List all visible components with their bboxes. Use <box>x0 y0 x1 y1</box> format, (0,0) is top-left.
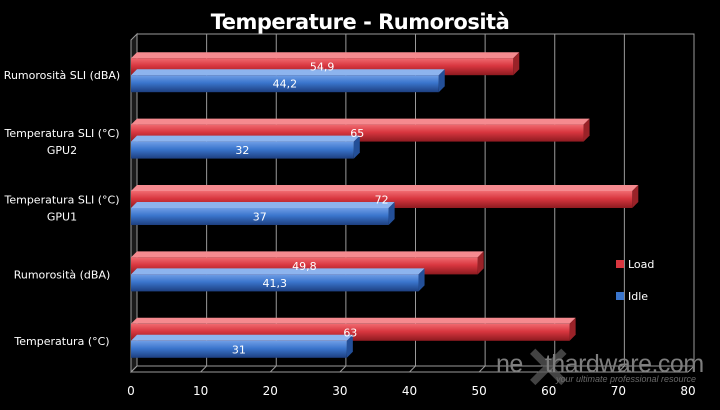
gridline-floor <box>200 365 207 373</box>
bar-idle <box>131 274 419 292</box>
bar-side-idle <box>418 268 425 292</box>
bar-top-load <box>131 52 520 59</box>
bar-idle <box>131 208 389 225</box>
gridline-floor <box>618 365 625 373</box>
bar-top-idle <box>131 69 445 76</box>
logo-x-icon: ✕ <box>524 336 573 401</box>
gridline-floor <box>130 365 138 373</box>
bar-side-load <box>477 251 484 275</box>
bar-top-load <box>131 317 576 324</box>
bar-side-idle <box>388 202 395 225</box>
bar-top-load <box>131 185 639 191</box>
data-label-idle: 32 <box>235 144 249 157</box>
legend-swatch-load <box>616 260 624 268</box>
gridline-floor <box>687 365 695 373</box>
bar-side-idle <box>353 135 360 159</box>
x-tick-label: 40 <box>402 384 417 398</box>
data-label-idle: 37 <box>253 211 267 224</box>
watermark-slogan: your ultimate professional resource <box>556 374 697 384</box>
bar-top-idle <box>131 334 353 341</box>
x-tick-label: 50 <box>471 384 486 398</box>
data-label-idle: 41,3 <box>263 277 288 290</box>
chart-title: Temperature - Rumorosità <box>210 10 510 34</box>
watermark-brand: ne thardware.com <box>496 350 704 378</box>
gridline-floor <box>339 365 347 373</box>
x-tick-label: 80 <box>680 384 695 398</box>
x-tick-label: 60 <box>541 384 556 398</box>
gridline-floor <box>478 365 486 373</box>
data-label-load: 65 <box>350 127 364 140</box>
legend-label-idle: Idle <box>628 289 649 303</box>
gridline-floor <box>548 365 556 373</box>
x-tick-label: 30 <box>332 384 347 398</box>
gridline-floor <box>269 365 277 373</box>
bar-idle <box>131 340 347 358</box>
x-tick-label: 20 <box>263 384 278 398</box>
legend-swatch-idle <box>616 292 624 300</box>
data-label-load: 49,8 <box>292 260 317 273</box>
bar-idle <box>131 141 354 159</box>
bar-side-idle <box>346 334 353 358</box>
x-tick-label: 10 <box>193 384 208 398</box>
legend-item-idle: Idle <box>616 288 654 304</box>
data-label-load: 54,9 <box>310 61 335 74</box>
data-label-idle: 44,2 <box>273 78 298 91</box>
bar-side-idle <box>438 69 445 93</box>
y-category-label: Temperatura (°C) <box>13 335 109 348</box>
data-label-idle: 31 <box>232 343 246 356</box>
bar-side-load <box>513 52 520 76</box>
x-tick-label: 70 <box>611 384 626 398</box>
y-category-label: GPU1 <box>47 211 77 224</box>
data-label-load: 63 <box>343 326 357 339</box>
bar-side-load <box>569 317 576 341</box>
watermark-logo: ✕ ne thardware.com your ultimate professi… <box>496 340 711 404</box>
legend-label-load: Load <box>628 257 655 271</box>
x-tick-label: 0 <box>127 384 135 398</box>
data-label-load: 72 <box>375 194 389 207</box>
y-category-label: Rumorosità (dBA) <box>14 268 111 281</box>
bar-top-idle <box>131 135 360 142</box>
bar-idle <box>131 75 439 93</box>
legend-item-load: Load <box>616 256 654 272</box>
y-category-label: Rumorosità SLI (dBA) <box>4 69 120 82</box>
bar-side-load <box>583 118 590 142</box>
y-category-label: GPU2 <box>47 144 77 157</box>
bar-top-load <box>131 118 590 125</box>
y-category-label: Temperatura SLI (°C) <box>3 127 119 140</box>
bar-top-idle <box>131 268 425 275</box>
legend: Load Idle <box>616 256 654 320</box>
bar-top-idle <box>131 202 395 208</box>
bar-top-load <box>131 251 484 258</box>
y-category-label: Temperatura SLI (°C) <box>3 194 119 207</box>
bar-side-load <box>632 185 639 208</box>
gridline-floor <box>409 365 416 373</box>
